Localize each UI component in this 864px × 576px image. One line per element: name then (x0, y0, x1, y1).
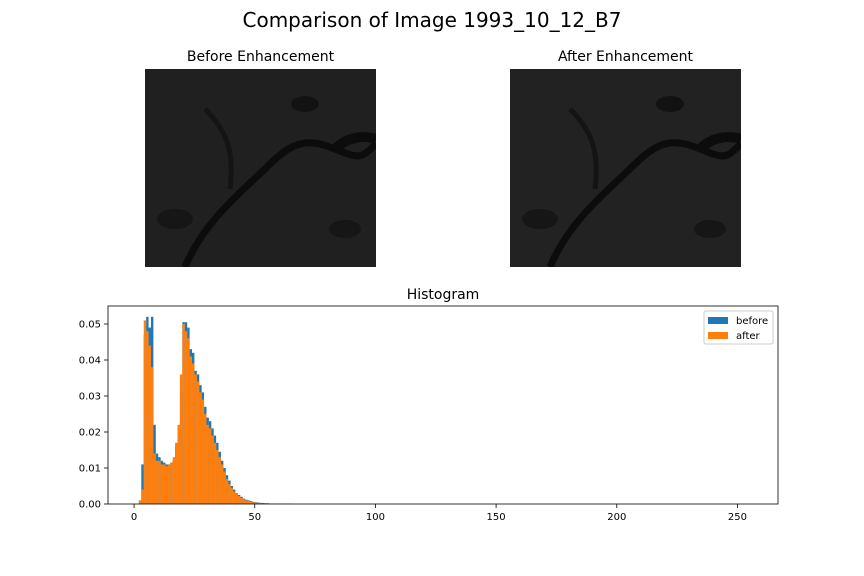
y-tick-label: 0.03 (79, 392, 101, 403)
histogram-bar-after (206, 424, 209, 504)
y-tick-label: 0.02 (79, 428, 101, 439)
histogram-bar-after (220, 464, 224, 504)
histogram-bar-after (138, 500, 142, 504)
histogram-bar-after (242, 499, 246, 504)
histogram-bar-after (184, 331, 188, 504)
histogram-bar-after (225, 478, 229, 504)
after-satellite-image-graphic (510, 69, 741, 267)
legend-swatch-before (708, 317, 728, 324)
histogram-bar-after (223, 471, 226, 504)
histogram-bar-after (216, 450, 219, 504)
y-tick-label: 0.05 (79, 320, 101, 331)
histogram-bar-before (141, 464, 144, 504)
histogram-bar-after (235, 493, 238, 504)
histogram-bar-after (247, 501, 250, 504)
legend-label-before: before (736, 316, 768, 327)
histogram-bar-after (237, 496, 241, 504)
histogram-bar-after (228, 484, 231, 504)
legend-label-after: after (736, 331, 761, 342)
after-image-title: After Enhancement (557, 49, 694, 65)
histogram-bar-after (170, 462, 173, 504)
histogram-bar-after (257, 502, 260, 504)
x-tick-label: 250 (728, 512, 747, 523)
y-tick-label: 0.01 (79, 464, 101, 475)
histogram-bar-after (148, 345, 151, 504)
histogram-bar-after (230, 487, 234, 504)
histogram-bar-after (143, 320, 147, 504)
histogram-bar-after (204, 414, 207, 504)
histogram-bar-after (153, 453, 156, 504)
histogram-bar-after (177, 424, 180, 504)
histogram-bar-after (252, 502, 255, 504)
histogram-bar-after (187, 338, 190, 504)
before-satellite-image (145, 69, 376, 267)
histogram-bar-after (245, 500, 248, 504)
histogram-bar-after (158, 460, 161, 504)
x-tick-label: 100 (366, 512, 385, 523)
histogram-bar-after (163, 464, 166, 504)
x-tick-label: 150 (487, 512, 506, 523)
histogram-bar-after (179, 374, 183, 504)
x-tick-label: 0 (131, 512, 137, 523)
histogram-bar-after (167, 464, 171, 504)
histogram-bar-after (218, 457, 221, 504)
histogram-bar-after (150, 367, 154, 504)
histogram-bar-after (199, 392, 202, 504)
histogram-axes-frame (107, 305, 779, 505)
y-tick-label: 0.00 (79, 500, 101, 511)
after-satellite-image (510, 69, 741, 267)
histogram-bar-after (259, 502, 262, 504)
histogram-bar-after (208, 428, 212, 504)
histogram-bar-after (196, 381, 200, 504)
x-tick-label: 50 (248, 512, 261, 523)
histogram-bar-after (182, 324, 185, 504)
histogram-bar-after (213, 442, 217, 504)
histogram-bar-after (194, 374, 197, 504)
histogram-bar-after (240, 497, 243, 504)
histogram-bar-after (233, 491, 236, 504)
legend-swatch-after (708, 332, 728, 339)
histogram-bar-after (172, 457, 176, 504)
y-tick-label: 0.04 (79, 356, 101, 367)
histogram-bar-after (201, 399, 205, 504)
histogram-bar-after (254, 502, 258, 504)
histogram-bar-after (211, 435, 214, 504)
figure-title: Comparison of Image 1993_10_12_B7 (242, 8, 622, 32)
histogram-bar-after (155, 460, 159, 504)
x-tick-label: 200 (607, 512, 626, 523)
before-image-title: Before Enhancement (186, 49, 335, 65)
histogram-bar-after (146, 331, 149, 504)
histogram-title: Histogram (406, 287, 480, 303)
before-satellite-image-graphic (145, 69, 376, 267)
histogram-bar-after (165, 466, 168, 504)
histogram-bar-after (191, 363, 195, 504)
histogram-bar-after (160, 464, 164, 504)
histogram-bar-after (189, 356, 192, 504)
histogram-bar-after (141, 489, 144, 504)
histogram-bar-after (175, 442, 178, 504)
histogram-bar-after (249, 501, 253, 504)
